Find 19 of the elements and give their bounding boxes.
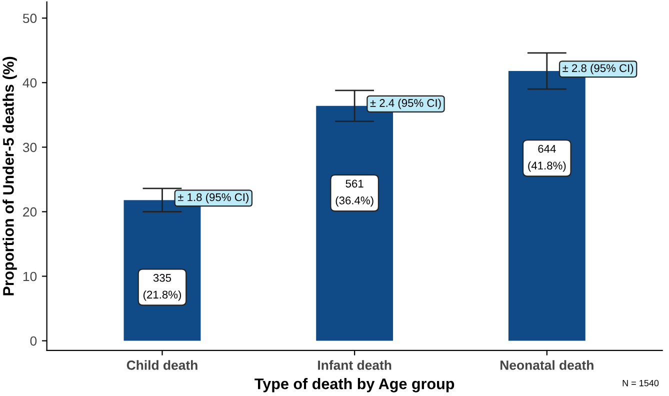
data-label: 644 (41.8%)	[528, 144, 566, 172]
x-tick-label: Infant death	[318, 360, 392, 370]
y-tick-label: 40	[22, 78, 37, 88]
y-tick-label: 50	[22, 14, 37, 24]
y-tick-label: 0	[30, 336, 37, 346]
annotation: ± 1.8 (95% CI)	[178, 192, 248, 204]
x-tick-label: Neonatal death	[500, 360, 594, 370]
x-axis-title: Type of death by Age group	[254, 378, 454, 392]
annotation: ± 2.8 (95% CI)	[562, 64, 634, 74]
data-label: 561 (36.4%)	[336, 180, 374, 207]
y-axis-title: Proportion of Under-5 deaths (%)	[2, 56, 17, 296]
y-tick-label: 10	[23, 272, 37, 282]
data-label: 335 (21.8%)	[143, 274, 181, 301]
text: N = 1540	[622, 380, 659, 386]
y-tick-label: 20	[23, 207, 37, 217]
y-tick-label: 30	[22, 142, 37, 152]
bar	[508, 71, 586, 341]
x-tick-label: Child death	[126, 360, 198, 370]
annotation: ± 2.4 (95% CI)	[370, 98, 441, 110]
